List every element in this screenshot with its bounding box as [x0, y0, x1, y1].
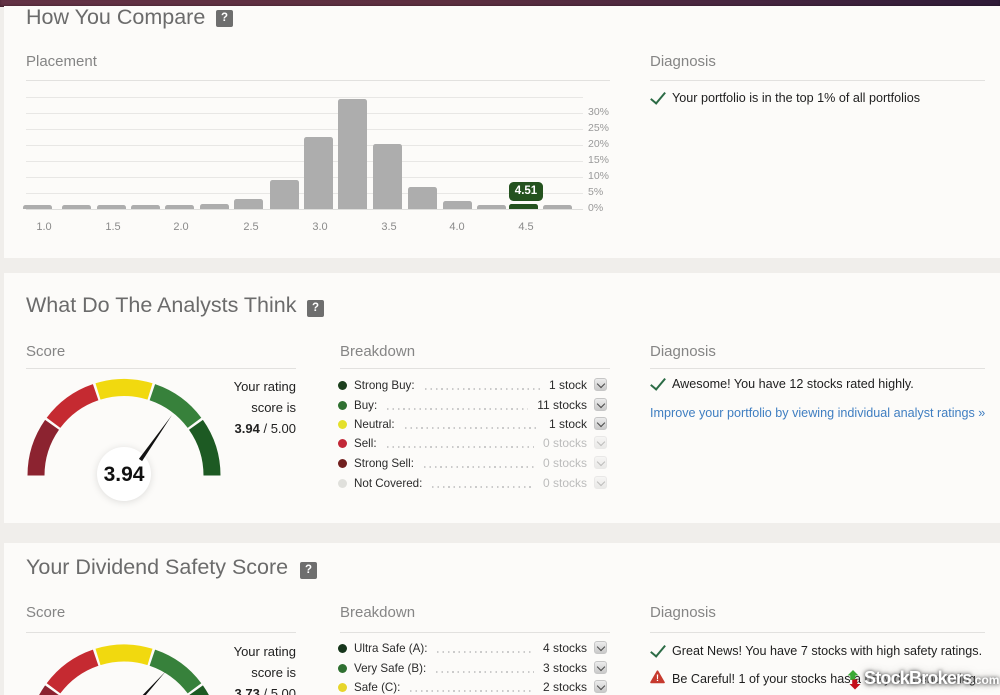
svg-text:!: !: [656, 673, 659, 683]
